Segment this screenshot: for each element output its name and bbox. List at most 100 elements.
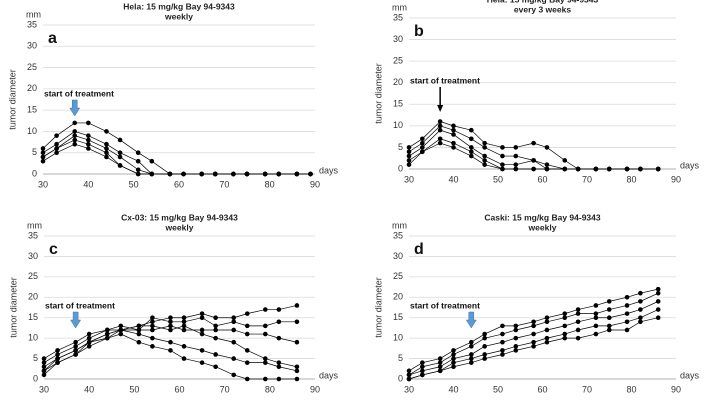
data-point xyxy=(451,356,456,361)
y-tick-label: 10 xyxy=(27,126,37,136)
data-point xyxy=(482,344,487,349)
panel-letter: a xyxy=(48,30,57,47)
x-label: days xyxy=(680,370,700,380)
data-point xyxy=(451,348,456,353)
data-point xyxy=(181,319,187,325)
data-point xyxy=(575,319,581,325)
y-tick-label: 0 xyxy=(398,163,403,173)
data-point xyxy=(276,319,282,325)
data-point xyxy=(276,376,282,382)
data-point xyxy=(231,339,236,345)
data-point xyxy=(41,364,47,370)
data-point xyxy=(104,141,109,147)
arrow xyxy=(465,311,477,329)
data-point xyxy=(562,323,568,329)
x-tick-label: 70 xyxy=(219,179,229,189)
data-point xyxy=(406,158,412,163)
data-point xyxy=(213,352,218,357)
x-tick-label: 70 xyxy=(582,174,592,184)
data-point xyxy=(420,136,425,142)
data-point xyxy=(606,299,612,304)
data-point xyxy=(606,307,612,312)
x-tick-label: 30 xyxy=(404,174,414,184)
data-point xyxy=(624,303,630,308)
data-point xyxy=(168,339,173,345)
data-point xyxy=(575,307,581,312)
data-point xyxy=(575,335,581,341)
y-tick-label: 5 xyxy=(33,353,38,363)
data-point xyxy=(437,364,443,370)
y-tick-label: 0 xyxy=(32,168,37,178)
data-point xyxy=(199,331,205,337)
data-point xyxy=(500,145,505,150)
data-point xyxy=(135,167,141,173)
x-tick-label: 60 xyxy=(537,174,547,184)
data-point xyxy=(451,360,456,365)
data-point xyxy=(544,327,550,333)
data-point xyxy=(482,356,487,361)
data-point xyxy=(73,352,78,357)
series-line xyxy=(408,129,659,170)
data-point xyxy=(104,146,109,151)
x-tick-label: 30 xyxy=(38,179,48,189)
data-point xyxy=(469,352,474,357)
y-tick-label: 35 xyxy=(393,230,403,240)
data-point xyxy=(294,364,300,370)
data-point xyxy=(199,348,205,353)
y-tick-label: 15 xyxy=(27,105,37,115)
data-point xyxy=(199,311,205,316)
data-point xyxy=(437,123,443,129)
y-tick-label: 35 xyxy=(393,12,403,22)
data-point xyxy=(55,352,60,357)
data-point xyxy=(168,315,173,321)
data-point xyxy=(149,158,155,164)
x-tick-label: 70 xyxy=(220,384,230,394)
data-point xyxy=(593,311,599,316)
data-point xyxy=(135,150,141,156)
data-point xyxy=(406,145,412,150)
chart-title: Hela: 15 mg/kg Bay 94-9343 xyxy=(487,0,599,4)
data-point xyxy=(55,348,60,353)
data-point xyxy=(86,344,92,349)
data-point xyxy=(276,335,282,341)
data-point xyxy=(294,339,300,345)
data-point xyxy=(482,352,487,357)
data-point xyxy=(276,171,282,177)
data-point xyxy=(420,364,425,370)
x-tick-label: 40 xyxy=(448,384,458,394)
data-point xyxy=(263,356,268,361)
data-point xyxy=(213,315,218,321)
data-point xyxy=(199,327,205,333)
annotation: start of treatment xyxy=(410,75,480,85)
data-point xyxy=(86,141,91,147)
data-point xyxy=(575,327,581,333)
data-point xyxy=(181,344,187,349)
y-tick-label: 5 xyxy=(398,142,403,152)
y-unit: mm xyxy=(392,220,407,230)
data-point xyxy=(406,149,412,155)
data-point xyxy=(54,146,59,151)
x-tick-label: 70 xyxy=(582,384,592,394)
data-point xyxy=(73,339,78,345)
data-point xyxy=(104,331,110,337)
data-point xyxy=(531,331,536,337)
data-point xyxy=(262,171,268,177)
data-point xyxy=(136,331,142,337)
chart-subtitle: weekly xyxy=(164,11,193,21)
series-line xyxy=(408,142,659,170)
data-point xyxy=(544,335,550,341)
data-point xyxy=(482,140,487,146)
y-tick-label: 5 xyxy=(398,353,403,363)
y-tick-label: 30 xyxy=(27,41,37,51)
arrow xyxy=(70,311,82,329)
data-point xyxy=(41,372,47,378)
data-point xyxy=(606,327,612,333)
data-point xyxy=(104,150,109,156)
data-point xyxy=(150,323,155,329)
data-point xyxy=(294,303,300,308)
y-tick-label: 25 xyxy=(393,271,403,281)
data-point xyxy=(41,356,47,361)
data-point xyxy=(135,158,141,164)
